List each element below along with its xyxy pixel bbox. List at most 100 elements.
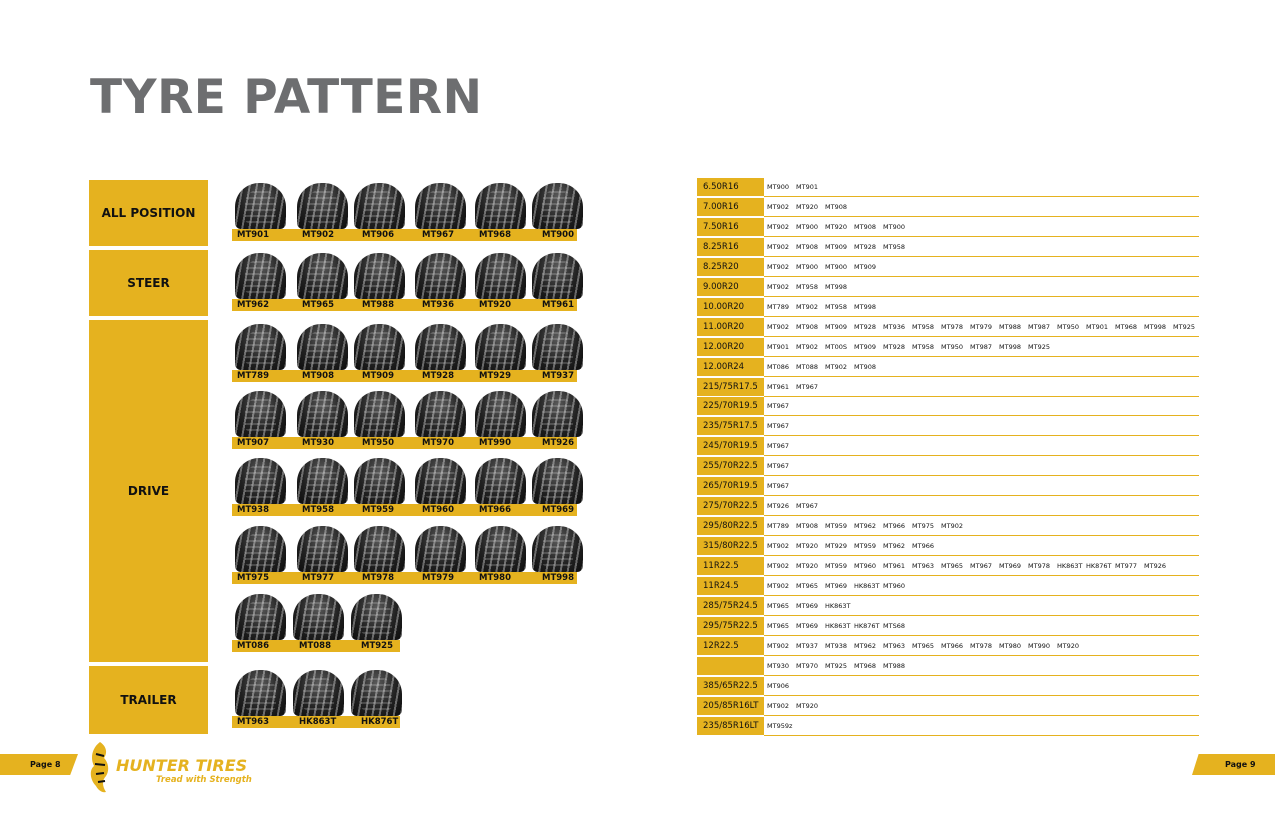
category-label: STEER [127,276,170,290]
model-code: MT908 [854,362,876,371]
tyre-pattern-item [294,251,351,312]
row-divider [764,475,1199,477]
table-row: 7.00R16 MT902 MT920 MT908 [697,197,1199,217]
table-row: 9.00R20 MT902 MT958 MT998 [697,277,1199,297]
tyre-model-label: MT978 [362,573,394,583]
tyre-model-label: MT909 [362,371,394,381]
brand-logo: HUNTER TIRES Tread with Strength [86,740,266,795]
model-code: MT967 [970,562,992,571]
model-code: MT967 [767,482,789,491]
tyre-pattern-item [348,592,405,653]
tiger-icon [90,742,109,793]
model-code: MT789 [767,302,789,311]
tyre-pattern-item [351,389,408,450]
model-code: HK876T [1086,562,1112,571]
row-divider [764,335,1199,337]
tyre-model-label: MT968 [479,230,511,240]
model-code: MT998 [999,342,1021,351]
model-code: MT966 [941,641,963,650]
tyre-model-label: MT962 [237,300,269,310]
tyre-size-cell [697,656,764,675]
tyre-model-label: MT936 [422,300,454,310]
model-code: MT929 [825,542,847,551]
model-code: HK863T [854,582,880,590]
tyre-pattern-item [412,456,469,517]
row-divider [764,395,1199,397]
tyre-model-label: MT930 [302,438,334,448]
tyre-model-label: MT966 [479,505,511,515]
model-code: MT990 [1028,641,1050,650]
tyre-model-label: MT977 [302,573,334,583]
model-code: MT900 [883,222,905,231]
tyre-size-cell: 265/70R19.5 [697,477,764,496]
tyre-pattern-item [290,668,347,729]
row-divider [764,455,1199,457]
model-code: MT902 [767,262,789,271]
row-divider [764,415,1199,417]
row-divider [764,674,1199,676]
model-code: MT965 [796,582,818,590]
model-code: HK863T [825,601,851,610]
tyre-model-label: MT980 [479,573,511,583]
tyre-model-label: MT907 [237,438,269,448]
model-code: MT959 [854,542,876,551]
model-code: MT967 [767,402,789,411]
table-row: 7.50R16 MT902 MT900 MT920 MT908 MT900 [697,217,1199,237]
model-code: MT902 [767,202,789,211]
model-code: MT908 [854,222,876,231]
model-code: MT902 [767,242,789,251]
model-code: MT909 [854,262,876,271]
tyre-size-cell: 7.50R16 [697,217,764,236]
tyre-image [475,253,526,299]
model-code: MT920 [796,542,818,551]
tyre-pattern-item [472,322,529,383]
model-code: MT902 [796,302,818,311]
model-code: MT902 [767,701,789,710]
tyre-pattern-item [472,524,529,585]
tyre-model-label: MT970 [422,438,454,448]
tyre-pattern-item [232,181,289,242]
row-divider [764,295,1199,297]
tyre-image [354,391,405,437]
tyre-image [532,253,583,299]
category-all-position: ALL POSITION [89,180,208,246]
model-code: MT902 [767,282,789,291]
tyre-size-cell: 225/70R19.5 [697,397,764,416]
model-code: MT925 [1173,322,1195,331]
model-code: MT958 [796,282,818,291]
tyre-image [354,458,405,504]
model-code: MT901 [1086,322,1108,331]
table-row: 295/80R22.5 MT789 MT908 MT959 MT962 MT966 MT97… [697,516,1199,537]
row-divider [764,196,1199,197]
model-code: MT902 [825,362,847,371]
model-code: MT908 [796,522,818,531]
model-code: MT906 [767,681,789,690]
tyre-pattern-item [232,456,289,517]
model-code: MT902 [941,522,963,531]
model-code: MT920 [825,222,847,231]
tyre-size-cell: 9.00R20 [697,277,764,296]
category-steer: STEER [89,250,208,316]
model-code: MT968 [854,661,876,670]
tyre-pattern-item [529,389,586,450]
tyre-pattern-item [529,456,586,517]
model-code: MT926 [767,502,789,511]
tyre-size-cell: 12.00R24 [697,357,764,376]
tyre-size-cell: 8.25R16 [697,237,764,256]
tyre-model-label: MT901 [237,230,269,240]
tyre-pattern-item [412,251,469,312]
model-code: MT965 [767,601,789,610]
model-code: MT789 [767,522,789,531]
model-code: MT965 [767,621,789,630]
model-code: MT908 [825,202,847,211]
tyre-image [532,183,583,229]
model-code: MTS68 [883,621,905,630]
model-code: MT926 [1144,562,1166,571]
brand-tagline: Tread with Strength [156,775,252,785]
category-label: DRIVE [127,484,170,498]
tyre-image [532,391,583,437]
category-trailer: TRAILER [89,666,208,734]
row-divider [764,215,1199,217]
tyre-model-label: HK863T [299,717,337,727]
model-code: MT938 [825,641,847,650]
